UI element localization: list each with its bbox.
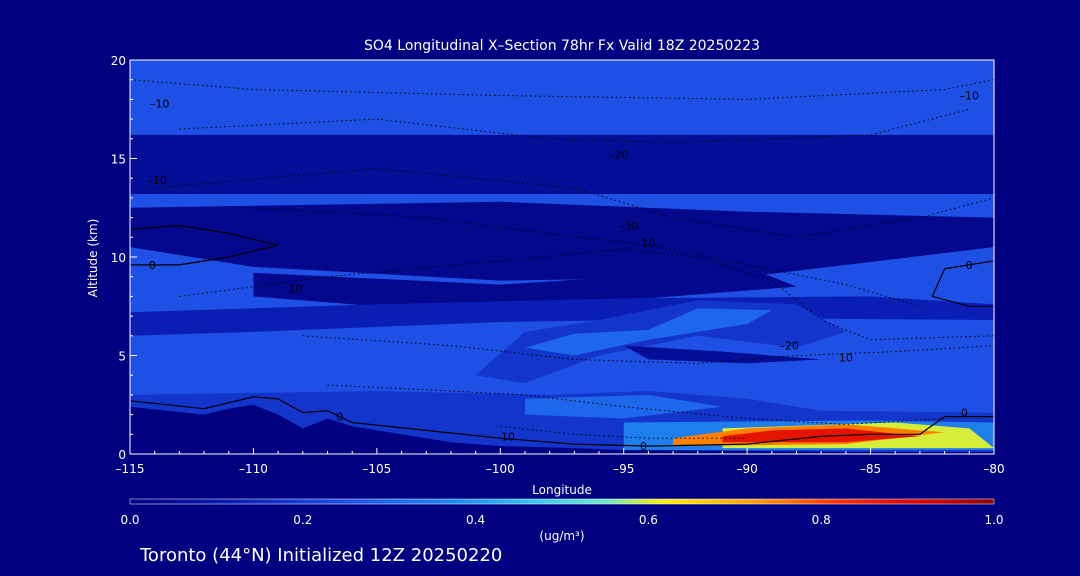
x-tick-label: –115 [116,462,145,476]
x-tick-label: –105 [362,462,391,476]
y-tick-label: 0 [118,448,126,462]
colorbar [129,498,995,505]
y-tick-label: 10 [111,251,126,265]
contour-label-6: 0 [149,259,156,272]
y-tick-label: 15 [111,153,126,167]
contour-label-4: –30 [619,220,639,233]
colorbar-tick-label: 1.0 [984,513,1003,527]
concentration-region-1 [130,201,994,281]
concentration-region-12 [722,428,920,443]
contour-label-10: 0 [966,259,973,272]
x-tick-label: –95 [613,462,634,476]
contour-dotted-1 [179,108,970,144]
chart-title: SO4 Longitudinal X–Section 78hr Fx Valid… [364,38,760,54]
contour-label-5: 10 [641,237,655,250]
y-axis-label: Altitude (km) [86,219,100,298]
contour-dotted-3 [253,207,921,307]
contour-dotted-0 [130,79,994,100]
x-tick-label: –85 [860,462,881,476]
contour-label-9: 10 [839,352,853,365]
contour-label-3: –10 [960,90,980,103]
contour-label-7: 10 [288,283,302,296]
contour-label-8: –20 [779,340,799,353]
x-axis-label: Longitude [532,483,592,497]
x-tick-label: –110 [239,462,268,476]
terrain-mask [130,404,994,454]
y-tick-label: 5 [118,350,126,364]
contour-lines [130,79,994,447]
colorbar-tick-label: 0.8 [812,513,831,527]
concentration-region-4 [475,300,846,384]
contour-dotted-2 [154,167,994,238]
x-axis: –115 –110 –105 –100 –95 –90 –85 –80 [116,448,1005,476]
colorbar-ticks: 0.0 0.2 0.4 0.6 0.8 1.0 [120,513,1003,527]
contour-dotted-5 [302,335,994,364]
contour-solid-1 [130,396,994,447]
x-tick-label: –90 [737,462,758,476]
contour-dotted-6 [327,384,945,425]
footer-init-text: Toronto (44°N) Initialized 12Z 20250220 [139,545,502,566]
colorbar-tick-label: 0.6 [639,513,658,527]
contour-label-13: 0 [640,440,647,453]
terrain-fill [130,404,994,454]
y-axis: 0 5 10 15 20 [111,54,137,462]
contour-solid-2 [931,260,994,307]
contour-dotted-4 [179,248,994,341]
colorbar-unit-label: (ug/m³) [539,529,584,543]
contour-label-12: –10 [495,430,515,443]
contour-label-14: 0 [961,407,968,420]
concentration-region-6 [623,345,822,364]
concentration-region-0 [130,134,994,194]
contour-label-11: 0 [336,411,343,424]
concentration-region-5 [525,308,772,356]
colorbar-tick-label: 0.4 [466,513,485,527]
contour-label-1: –10 [147,174,167,187]
colorbar-tick-label: 0.2 [293,513,312,527]
contour-dotted-7 [500,425,748,439]
colorbar-tick-label: 0.0 [120,513,139,527]
concentration-region-2 [253,266,797,307]
x-tick-label: –80 [983,462,1004,476]
y-tick-label: 20 [111,54,126,68]
contour-label-2: –20 [609,149,629,162]
contour-solid-0 [130,224,279,266]
x-tick-label: –100 [486,462,515,476]
contour-label-0: –10 [150,97,170,110]
